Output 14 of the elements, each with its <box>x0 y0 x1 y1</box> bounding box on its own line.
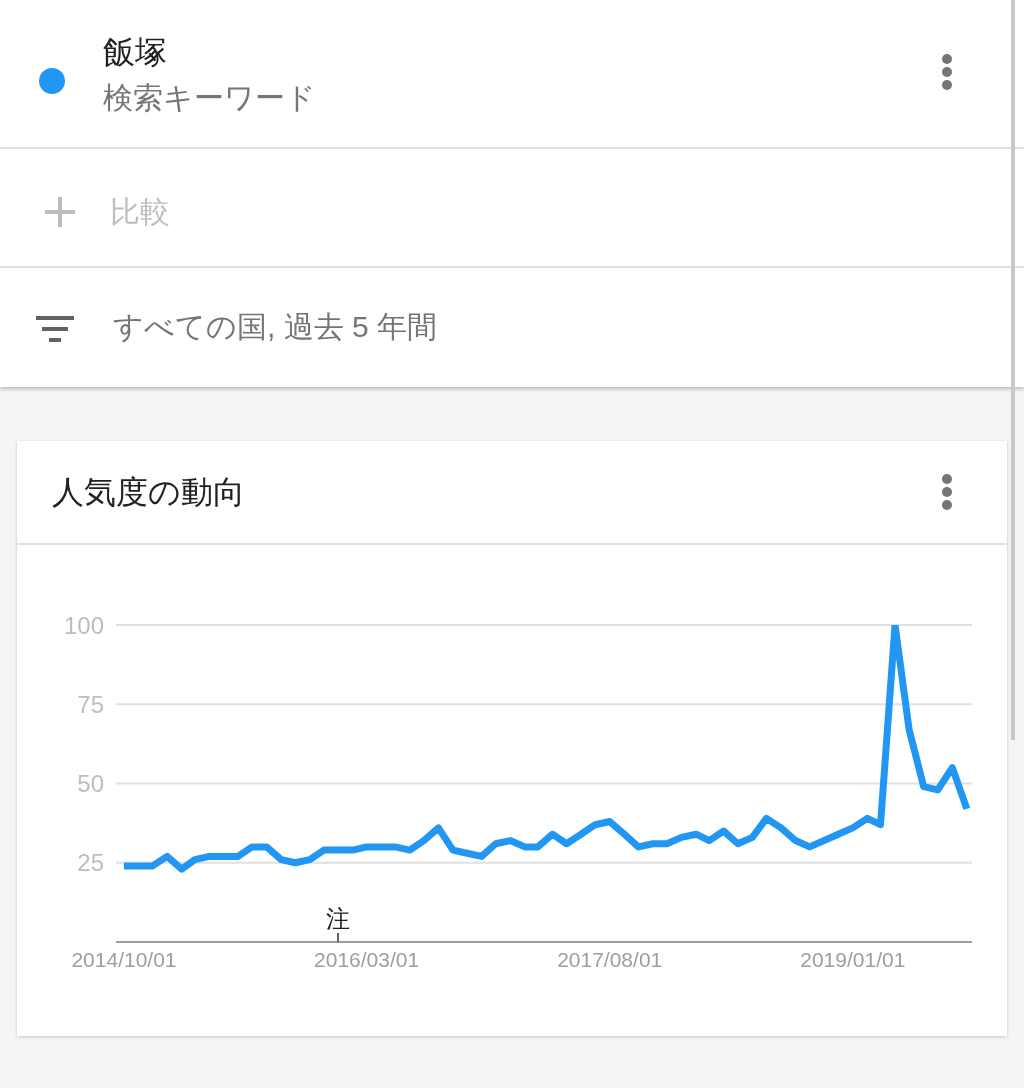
x-tick-label: 2014/10/01 <box>71 947 177 971</box>
x-tick-label: 2016/03/01 <box>314 947 420 971</box>
text: 比較 <box>110 194 170 230</box>
x-tick-label: 2019/01/01 <box>800 947 906 971</box>
x-tick-label: 2017/08/01 <box>557 947 663 971</box>
y-tick-label: 25 <box>77 849 104 877</box>
text: 飯塚 <box>103 33 167 72</box>
y-tick-label: 100 <box>63 611 104 639</box>
text: 検索キーワード <box>103 80 316 116</box>
y-tick-label: 75 <box>77 690 104 718</box>
y-tick-label: 50 <box>77 770 104 798</box>
annotation: 注 <box>326 905 350 933</box>
text: すべての国, 過去 5 年間 <box>113 309 438 345</box>
chart-title: 人気度の動向 <box>52 473 245 512</box>
